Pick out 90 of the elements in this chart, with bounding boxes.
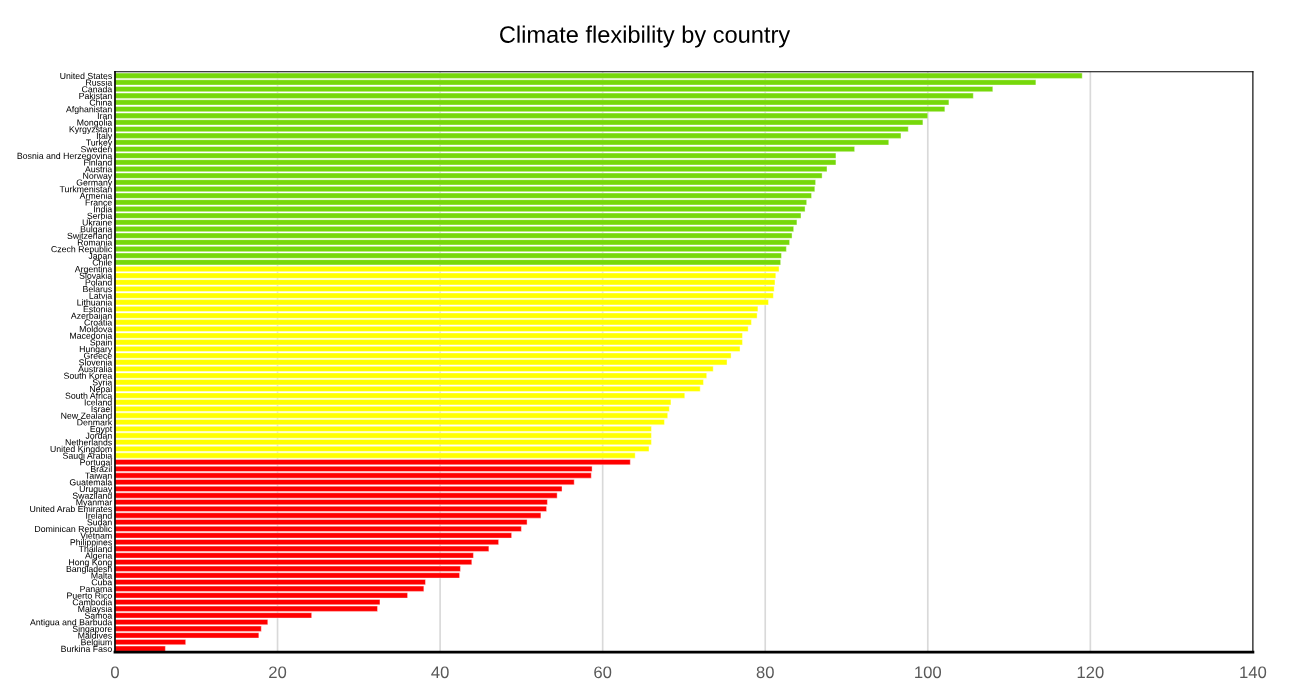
y-tick-label: Burkina Faso	[61, 645, 112, 652]
y-tick-label: India	[94, 205, 113, 213]
y-tick-label: Egypt	[90, 426, 113, 434]
y-tick-label: Mongolia	[77, 119, 113, 128]
y-tick-label: Estonia	[83, 305, 113, 313]
y-tick-label: Latvia	[89, 292, 113, 299]
y-tick-label: Kyrgyzstan	[69, 126, 112, 135]
y-tick-label: Iceland	[84, 399, 112, 406]
y-tick-label: Hungary	[79, 346, 113, 354]
x-tick-label: 40	[431, 666, 449, 679]
x-tick-label: 80	[756, 666, 774, 679]
y-tick-label: Norway	[83, 172, 113, 181]
y-tick-label: Jordan	[85, 432, 112, 439]
y-tick-label: Macedonia	[70, 332, 113, 339]
y-tick-label: Maldives	[78, 632, 112, 639]
y-tick-label: Ukraine	[82, 219, 112, 226]
y-tick-label: Moldova	[79, 325, 113, 333]
y-tick-label: Armenia	[79, 192, 113, 199]
y-tick-label: South Korea	[63, 372, 113, 379]
y-tick-label: France	[85, 199, 112, 206]
y-tick-label: Pakistan	[79, 92, 112, 99]
y-tick-label: Taiwan	[85, 472, 112, 479]
y-tick-label: Hong Kong	[69, 559, 112, 568]
y-tick-label: Dominican Republic	[35, 525, 112, 534]
y-tick-label: China	[89, 99, 113, 106]
y-tick-label: Ireland	[86, 512, 112, 519]
y-tick-label: South Africa	[65, 392, 113, 399]
y-tick-label: Romania	[77, 239, 113, 246]
y-tick-label: Argentina	[74, 265, 113, 274]
y-tick-label: Malaysia	[78, 605, 113, 614]
y-tick-label: Croatia	[84, 319, 113, 326]
y-tick-label: Bulgaria	[80, 225, 113, 234]
y-tick-label: United States	[60, 72, 112, 80]
y-tick-label: Austria	[84, 165, 113, 173]
x-tick-label: 60	[594, 666, 612, 679]
y-tick-label: Iran	[97, 112, 112, 119]
y-tick-label: Slovenia	[79, 359, 113, 366]
y-tick-label: Swaziland	[72, 492, 112, 499]
y-tick-label: Portugal	[80, 459, 112, 468]
y-tick-label: Slovakia	[79, 272, 113, 279]
y-tick-label: Nepal	[90, 385, 112, 394]
y-tick-label: United Arab Emirates	[30, 505, 112, 513]
chart-title: Climate flexibility by country	[500, 25, 791, 48]
y-tick-label: Russia	[86, 79, 113, 86]
y-tick-label: Malta	[91, 572, 113, 579]
y-tick-label: New Zealand	[61, 412, 112, 419]
y-tick-label: Azerbaijan	[70, 312, 112, 321]
y-tick-label: Greece	[83, 352, 112, 359]
y-tick-label: Israel	[91, 405, 112, 413]
y-tick-label: Guatemala	[69, 478, 113, 486]
y-tick-label: Brazil	[91, 465, 112, 473]
y-tick-label: Myanmar	[76, 499, 113, 508]
y-tick-label: Puerto Rico	[67, 592, 112, 599]
y-tick-label: Afghanistan	[66, 105, 112, 115]
x-tick-label: 20	[269, 666, 287, 679]
y-tick-label: Chile	[92, 259, 112, 266]
y-tick-label: Belarus	[83, 285, 112, 293]
x-tick-label: 140	[1240, 666, 1267, 679]
y-tick-label: Cuba	[91, 578, 113, 586]
y-tick-label: Spain	[90, 339, 112, 348]
y-tick-label: Poland	[85, 279, 112, 286]
y-tick-label: Algeria	[84, 552, 113, 561]
y-tick-label: Netherlands	[65, 439, 112, 446]
y-tick-label: Syria	[92, 379, 113, 388]
y-tick-label: Canada	[82, 85, 113, 93]
y-tick-label: Cambodia	[72, 598, 113, 606]
y-tick-label: Finland	[84, 159, 112, 166]
y-tick-label: Samoa	[84, 612, 113, 619]
y-tick-label: Australia	[78, 365, 113, 373]
y-tick-label: Lithuania	[77, 299, 113, 306]
y-tick-label: Vietnam	[80, 532, 112, 539]
y-tick-label: Bosnia and Herzegovina	[17, 152, 113, 161]
y-tick-label: Serbia	[87, 212, 113, 219]
y-tick-label: Sudan	[87, 518, 112, 526]
y-tick-label: Bangladesh	[66, 565, 112, 574]
y-tick-label: Thailand	[78, 545, 112, 553]
x-tick-label: 120	[1077, 666, 1104, 679]
x-tick-label: 0	[111, 666, 119, 679]
y-tick-label: Belgium	[81, 638, 112, 648]
y-tick-label: Italy	[96, 132, 113, 141]
y-tick-label: Panama	[80, 585, 113, 593]
y-tick-label: Czech Republic	[51, 245, 112, 254]
y-tick-label: Philippines	[70, 538, 112, 548]
y-tick-label: Uruguay	[79, 485, 113, 494]
x-tick-label: 100	[915, 666, 942, 679]
y-tick-label: Saudi Arabia	[62, 452, 113, 459]
y-tick-label: Denmark	[77, 419, 113, 426]
y-tick-label: Singapore	[72, 625, 112, 634]
y-tick-label: Japan	[88, 252, 112, 261]
y-tick-label: Switzerland	[67, 232, 112, 239]
